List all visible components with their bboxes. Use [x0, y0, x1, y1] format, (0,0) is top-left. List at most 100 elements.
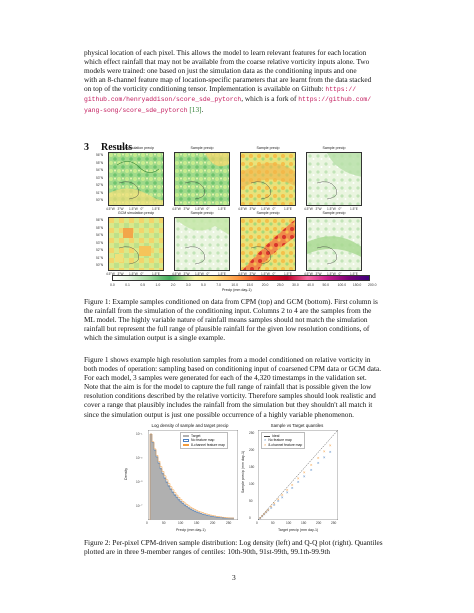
caption-line: rainfall but represent the full range of… [84, 324, 370, 334]
left-x-tick: 100 [178, 521, 184, 525]
lat-tick: 50°N [96, 198, 104, 202]
caption-line: ML model. The highly variable nature of … [84, 315, 368, 325]
qq-point-no-feature: × [263, 513, 266, 517]
map-gcm-sample-3 [306, 217, 362, 271]
lon-tick: 3°W [249, 207, 256, 211]
legend-swatch: × [264, 437, 267, 443]
legend-swatch [183, 443, 189, 447]
caption-line: Figure 2: Per-pixel CPM-driven sample di… [84, 538, 394, 547]
left-y-label: Density [123, 468, 128, 480]
legend-entry: × No feature map [264, 437, 302, 443]
right-x-tick: 0 [256, 521, 258, 525]
intro-text: , which is a fork of [241, 94, 297, 104]
lon-tick: 0° [206, 207, 210, 211]
colorbar-tick: 1.0 [155, 283, 161, 287]
hist-bar-target [194, 510, 196, 520]
lon-tick: 0° [272, 272, 276, 276]
qq-point-8ch: × [261, 514, 264, 518]
right-y-label: Sample precip (mm day-1) [241, 450, 246, 494]
colorbar-tick: 150.0 [352, 283, 362, 287]
legend-label: Ideal [272, 434, 280, 438]
qq-point-8ch: × [263, 512, 266, 516]
colorbar-tick: 10.0 [231, 283, 239, 287]
left-x-tick: 150 [194, 521, 200, 525]
hist-bar-target [200, 512, 202, 520]
qq-point-8ch: × [317, 456, 320, 460]
hist-bar-target [156, 456, 158, 520]
caption-text: Per-pixel CPM-driven sample distribution… [112, 538, 383, 547]
legend-label: No feature map [191, 438, 215, 443]
caption-label: Figure 1: [84, 297, 111, 306]
hist-bar-target [208, 515, 210, 520]
citation-link[interactable]: [13] [189, 104, 202, 114]
qq-point-8ch: × [310, 463, 313, 467]
github-link-1[interactable]: https:// [325, 86, 357, 94]
github-link-2[interactable]: https://github.com/ [298, 96, 372, 104]
github-link-2-cont[interactable]: yang-song/score_sde_pytorch [84, 106, 188, 114]
hist-bar-target [174, 494, 176, 520]
lat-tick: 50°N [96, 263, 104, 267]
left-y-tick: 10⁻¹ [136, 432, 143, 436]
lon-tick: 1.5°W [129, 207, 138, 211]
intro-text: . [201, 104, 204, 114]
lon-tick: 1.5°E [284, 207, 292, 211]
lon-tick: 1.5°E [350, 207, 358, 211]
qq-point-no-feature: × [270, 506, 273, 510]
left-x-label: Precip (mm day-1) [176, 528, 206, 532]
hist-bar-target [218, 517, 220, 520]
lon-tick: 1.5°E [350, 272, 358, 276]
hist-bar-target [224, 517, 226, 520]
lon-tick: 0° [272, 207, 276, 211]
github-link-1-cont[interactable]: github.com/henryaddison/score_sde_pytorc… [84, 96, 242, 104]
hist-bar-target [188, 507, 190, 520]
map-gcm-simulation [108, 217, 164, 271]
left-x-tick: 50 [162, 521, 166, 525]
hist-step-no-feature [149, 433, 234, 520]
hist-bar-target [222, 517, 224, 520]
hist-bar-target [212, 516, 214, 520]
hist-bar-target [198, 512, 200, 520]
legend-swatch [183, 439, 189, 442]
right-y-tick: 200 [249, 448, 255, 452]
qq-point-8ch: × [277, 497, 280, 501]
legend-label: Target [191, 434, 201, 438]
lat-tick: 52°N [96, 248, 104, 252]
intro-text: on top of the vorticity conditioning ten… [84, 84, 324, 94]
left-plot-title: Log density of sample and target precip [151, 423, 229, 428]
lon-tick: 1.5°W [195, 207, 204, 211]
hist-bar-target [166, 481, 168, 520]
lon-tick: 0° [140, 207, 144, 211]
hist-bar-target [186, 505, 188, 520]
lon-tick: 1.5°E [152, 207, 160, 211]
qq-point-8ch: × [329, 443, 332, 447]
intro-line: physical location of each pixel. This al… [84, 48, 367, 57]
legend-entry: Target [183, 434, 225, 438]
map-title: CPM simulation precip [118, 146, 154, 150]
hist-bar-target [204, 514, 206, 520]
section-title: Results [101, 142, 133, 153]
caption-line: plotted are in three 9-member ranges of … [84, 547, 331, 557]
left-y-tick: 10⁻⁵ [136, 480, 143, 484]
right-plot-title: Sample vs Target quantiles [270, 423, 324, 428]
right-x-tick: 250 [331, 521, 337, 525]
hist-bar-target [160, 467, 162, 520]
qq-point-no-feature: × [291, 486, 294, 490]
qq-point-8ch: × [297, 477, 300, 481]
legend-entry: No feature map [183, 438, 225, 442]
lon-tick: 4.5°W [106, 207, 115, 211]
right-x-tick: 200 [316, 521, 322, 525]
colorbar-tick: 200.0 [368, 283, 377, 287]
lon-tick: 4.5°W [106, 272, 115, 276]
hist-bar-target [178, 498, 180, 520]
hist-bar-target [162, 472, 164, 520]
lon-tick: 1.5°E [284, 272, 292, 276]
lon-tick: 3°W [315, 207, 322, 211]
hist-bar-target [196, 511, 198, 520]
lon-tick: 1.5°E [152, 272, 160, 276]
section-number: 3 [84, 142, 89, 153]
lat-tick: 55°N [96, 225, 104, 230]
left-legend: Target No feature map 8-channel feature … [180, 432, 228, 450]
hist-bar-target [202, 513, 204, 520]
right-x-tick: 150 [301, 521, 307, 525]
left-y-tick: 10⁻⁷ [136, 504, 143, 508]
